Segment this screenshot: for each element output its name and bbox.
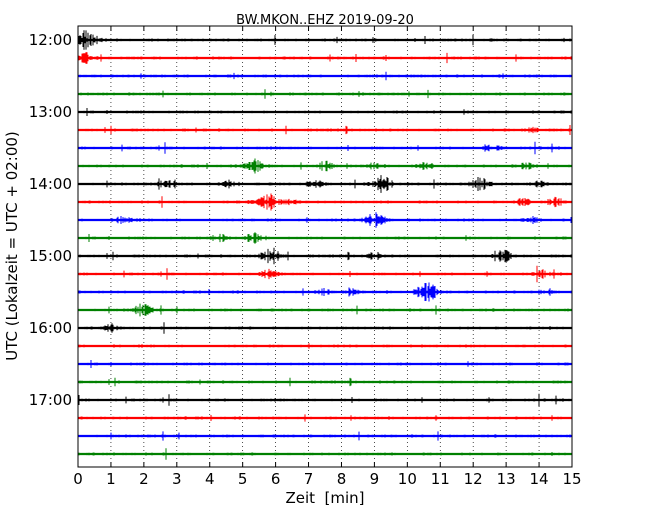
seismic-trace [77,247,573,265]
x-axis-label: Zeit [min] [285,489,364,507]
seismic-trace [77,448,573,460]
y-tick-label: 17:00 [29,391,72,409]
seismic-trace [77,175,573,193]
y-tick-label: 14:00 [29,175,72,193]
x-tick-label: 2 [139,470,149,488]
x-tick-label: 5 [238,470,248,488]
seismic-trace [77,89,573,99]
grid-lines [110,26,540,467]
x-tick-label: 1 [106,470,116,488]
seismic-trace [77,414,573,422]
seismic-trace [78,303,573,317]
x-tick-label: 4 [205,470,215,488]
x-tick-label: 10 [398,470,417,488]
x-tick-label: 3 [172,470,182,488]
seismic-trace [77,265,573,283]
x-tick-label: 15 [562,470,581,488]
seismic-trace [77,393,573,407]
x-tick-label: 13 [497,470,516,488]
seismic-trace [77,322,573,334]
seismic-trace [77,108,573,116]
seismic-trace [77,52,573,64]
y-tick-label: 13:00 [29,103,72,121]
plot-frame [77,25,573,468]
y-tick-label: 12:00 [29,31,72,49]
seismic-trace [77,30,573,50]
seismic-trace [77,360,573,368]
seismic-trace [77,431,573,441]
y-tick-label: 15:00 [29,247,72,265]
seismic-trace [77,141,573,155]
x-tick-label: 11 [431,470,450,488]
seismic-trace [77,343,573,349]
trace-group [77,30,573,460]
x-tick-label: 8 [337,470,347,488]
seismic-trace [77,282,573,302]
x-tick-label: 6 [271,470,281,488]
seismic-trace [77,158,573,174]
seismic-trace [77,377,573,387]
x-tick-label: 12 [464,470,483,488]
axis-ticks: 0 1 2 3 4 5 6 7 8 9 10 11 12 13 14 1512:0013:0014:0015:… [29,26,582,488]
y-tick-label: 16:00 [29,319,72,337]
x-tick-label: 9 [370,470,380,488]
x-tick-label: 14 [530,470,549,488]
seismic-trace [77,193,573,211]
y-axis-label: UTC (Lokalzeit = UTC + 02:00) [3,131,21,361]
seismic-trace [77,71,573,81]
x-tick-label: 0 [73,470,83,488]
x-tick-label: 7 [304,470,314,488]
seismic-trace [77,125,573,135]
chart-title: BW.MKON..EHZ 2019-09-20 [236,13,414,28]
